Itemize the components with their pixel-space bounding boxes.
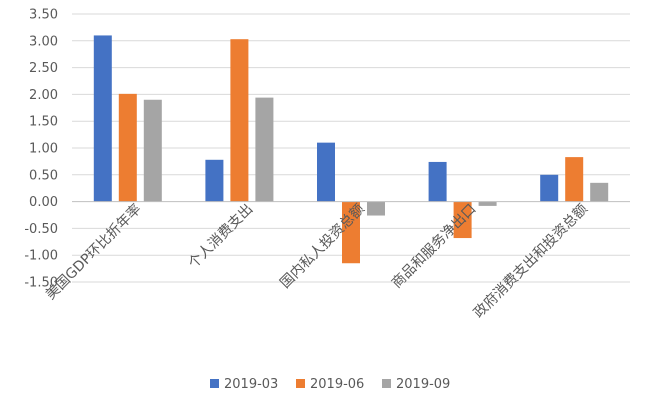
bar-2019-09-1 <box>255 97 274 202</box>
y-tick-label: -1.00 <box>24 249 58 264</box>
y-tick-label: 3.50 <box>29 8 58 23</box>
y-tick-label: 3.00 <box>29 34 58 49</box>
y-tick-label: -1.50 <box>24 276 58 291</box>
legend-swatch-2019-09 <box>382 379 391 388</box>
y-tick-label: 0.00 <box>29 195 58 210</box>
bar-2019-06-3 <box>453 201 472 239</box>
legend-label: 2019-03 <box>224 377 278 392</box>
y-axis-tick-labels: 3.50 3.00 2.50 2.00 1.50 1.00 0.50 0.00 -0.50 -1.… <box>24 8 58 291</box>
bar-2019-03-1 <box>205 159 224 202</box>
bar-2019-03-0 <box>93 35 112 202</box>
y-tick-label: -0.50 <box>24 222 58 237</box>
bar-2019-06-4 <box>565 157 584 202</box>
legend-label: 2019-06 <box>310 377 364 392</box>
y-tick-label: 2.50 <box>29 61 58 76</box>
legend-swatch-2019-03 <box>210 379 219 388</box>
bar-2019-03-3 <box>428 161 447 202</box>
bar-2019-09-2 <box>367 201 385 216</box>
bar-2019-06-1 <box>230 39 249 202</box>
bar-2019-09-4 <box>590 182 609 202</box>
legend-label: 2019-09 <box>396 377 450 392</box>
y-tick-label: 0.50 <box>29 168 58 183</box>
category-labels: 美国GDP环比折年率 个人消费支出 国内私人投资总额 商品和服务净出口政府消费支出和投… <box>42 200 591 321</box>
bar-2019-09-3 <box>478 201 497 206</box>
bar-2019-03-4 <box>540 174 559 202</box>
legend: 2019-03 2019-06 2019-09 <box>210 377 450 392</box>
y-tick-label: 1.00 <box>29 142 58 157</box>
y-tick-label: 2.00 <box>29 88 58 103</box>
bar-2019-06-2 <box>342 201 360 264</box>
legend-swatch-2019-06 <box>296 379 305 388</box>
category-label: 政府消费支出和投资总额 <box>471 201 591 321</box>
category-label: 商品和服务净出口 <box>389 201 480 292</box>
bar-2019-09-0 <box>143 99 162 202</box>
y-tick-label: 1.50 <box>29 115 58 130</box>
bar-2019-03-2 <box>317 142 335 202</box>
category-label: 个人消费支出 <box>186 201 257 272</box>
bars <box>93 35 609 264</box>
bar-2019-06-0 <box>118 93 137 202</box>
